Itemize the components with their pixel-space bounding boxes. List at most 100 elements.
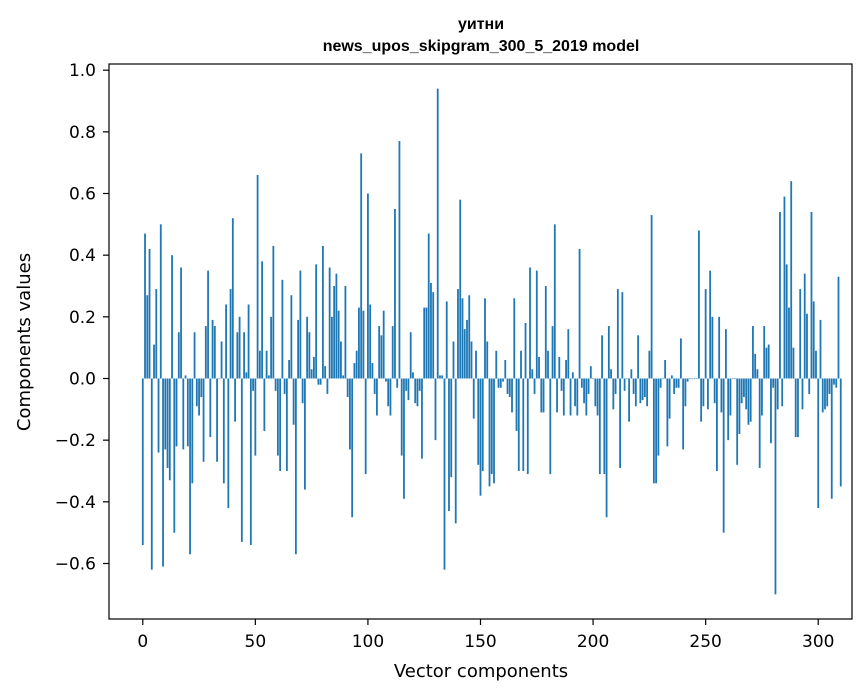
bar: [504, 360, 507, 379]
bar: [220, 341, 223, 379]
bar: [574, 378, 576, 407]
bar: [655, 378, 658, 484]
bar: [643, 378, 646, 397]
bar: [659, 378, 662, 388]
bar: [529, 267, 531, 379]
bar: [517, 378, 520, 471]
bar: [553, 224, 556, 379]
bar: [511, 378, 513, 413]
bar: [477, 378, 480, 465]
bar: [560, 378, 563, 391]
bar: [580, 378, 583, 388]
bar: [686, 378, 689, 382]
bar: [666, 378, 669, 447]
bar: [243, 332, 245, 379]
bar: [688, 378, 691, 380]
bar: [254, 378, 257, 456]
bar: [779, 212, 781, 379]
bar: [292, 378, 295, 425]
bar: [218, 378, 221, 380]
bar: [144, 233, 146, 379]
bar: [565, 360, 567, 379]
bar: [808, 378, 811, 394]
bar: [488, 378, 491, 487]
bar: [409, 332, 412, 379]
bar: [481, 378, 484, 471]
bar: [191, 378, 194, 484]
bar: [450, 378, 453, 478]
bar: [497, 378, 500, 388]
bar: [394, 208, 396, 379]
bar: [418, 378, 421, 391]
bar: [211, 319, 214, 379]
bar: [166, 378, 169, 468]
bar: [790, 181, 793, 379]
bar: [175, 378, 178, 447]
bar: [776, 378, 779, 410]
bar: [231, 218, 234, 379]
bar: [797, 378, 799, 438]
bar: [486, 341, 489, 379]
bar: [412, 372, 414, 379]
bar: [801, 378, 804, 410]
bar: [308, 332, 311, 379]
bar: [794, 378, 797, 438]
bar: [290, 295, 293, 379]
bar: [389, 378, 392, 416]
bar: [209, 378, 212, 438]
bar: [432, 292, 435, 379]
bar: [722, 378, 725, 533]
bar: [380, 335, 383, 379]
bar: [416, 378, 419, 407]
bar: [792, 347, 795, 379]
bar: [249, 378, 252, 545]
bar: [562, 378, 565, 416]
bar: [704, 289, 707, 379]
bar: [193, 332, 196, 379]
bar: [436, 88, 439, 379]
x-tick-label: 150: [464, 632, 496, 652]
bar: [168, 378, 171, 481]
bar: [346, 378, 349, 397]
bar: [614, 378, 617, 394]
bar: [542, 378, 545, 413]
bar: [276, 378, 279, 456]
bar: [281, 279, 284, 379]
bar: [745, 378, 748, 410]
bar: [799, 289, 802, 379]
bar: [556, 378, 558, 413]
bar: [405, 378, 408, 391]
bar: [657, 378, 660, 456]
bar: [607, 326, 610, 379]
bar: [743, 378, 745, 397]
y-tick-label: 0.8: [69, 123, 96, 143]
bar: [634, 378, 637, 407]
bar: [328, 267, 331, 379]
bar: [414, 378, 417, 404]
bar: [349, 378, 351, 450]
bar: [612, 378, 615, 410]
bar: [252, 378, 254, 391]
y-tick-label: −0.4: [55, 493, 96, 513]
bar: [234, 378, 236, 422]
bar: [761, 378, 763, 416]
bar: [344, 286, 347, 379]
bar: [495, 350, 498, 379]
bar: [155, 289, 158, 379]
bar: [407, 378, 410, 401]
bar: [466, 319, 468, 379]
x-tick-label: 0: [137, 632, 148, 652]
y-tick-label: 0.2: [69, 308, 96, 328]
bar: [619, 378, 621, 468]
bar: [274, 378, 277, 391]
bar: [506, 378, 509, 394]
bar: [475, 350, 477, 379]
chart-title-line-2: news_upos_skipgram_300_5_2019 model: [323, 38, 640, 55]
bar: [535, 270, 538, 379]
bar: [713, 378, 716, 404]
bar: [333, 286, 336, 379]
bar: [756, 369, 759, 379]
bar: [421, 378, 423, 459]
bar: [603, 378, 606, 475]
